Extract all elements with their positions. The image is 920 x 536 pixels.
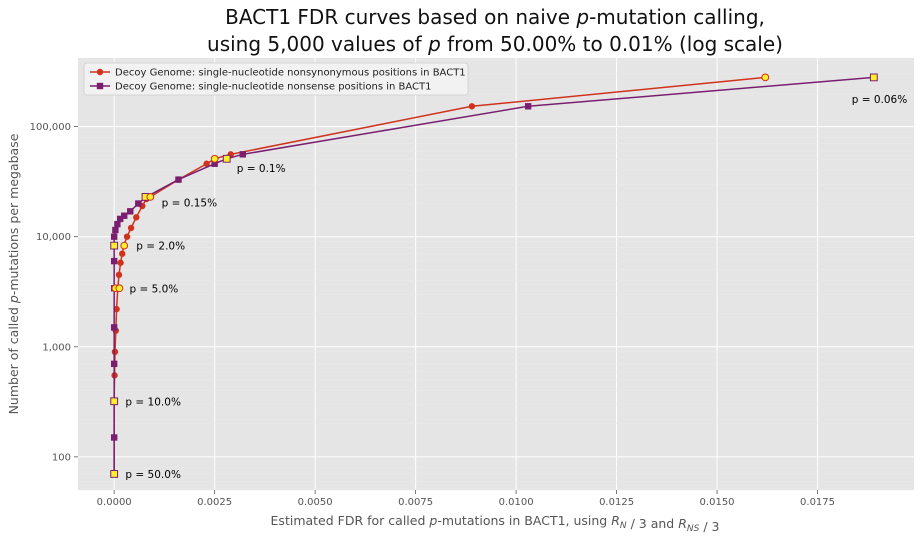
y-tick-label: 1,000	[42, 342, 71, 353]
series-point-1	[112, 226, 119, 234]
p-annotation: p = 50.0%	[125, 469, 181, 481]
series-point-0	[111, 348, 119, 356]
series-point-1	[110, 233, 118, 240]
series-point-1	[110, 324, 118, 331]
p-annotation: p = 0.1%	[237, 163, 286, 175]
series-point-0	[133, 214, 140, 221]
legend-marker	[96, 82, 104, 90]
legend-box	[83, 62, 469, 96]
highlight-layer	[110, 73, 878, 478]
series-point-0	[117, 259, 124, 266]
highlight-point	[110, 241, 119, 250]
highlight-point	[210, 154, 219, 163]
series-point-1	[239, 151, 246, 158]
annotation-layer: p = 50.0% p = 10.0% p = 5.0% p = 2.0% p = 0.…	[125, 94, 907, 481]
series-point-0	[115, 271, 123, 279]
legend: Decoy Genome: single-nucleotide nonsynon…	[83, 62, 469, 96]
y-tick-label: 10,000	[36, 232, 71, 243]
series-point-1	[110, 360, 118, 368]
series-point-0	[127, 224, 135, 232]
chart-title-line2: using 5,000 values of p from 50.00% to 0…	[207, 32, 783, 56]
series-point-1	[117, 215, 124, 223]
series-point-1	[135, 200, 142, 207]
series-point-1	[524, 103, 532, 110]
x-tick-label: 0.0175	[800, 497, 835, 508]
highlight-point	[120, 241, 129, 250]
highlight-point	[761, 73, 770, 82]
highlight-point	[110, 397, 119, 406]
series-point-1	[127, 208, 134, 215]
y-tick-label: 100,000	[30, 122, 71, 133]
p-annotation: p = 2.0%	[136, 241, 185, 253]
grid-lines	[78, 58, 914, 491]
series-point-1	[110, 434, 118, 441]
highlight-point	[146, 192, 155, 201]
plot-area	[78, 58, 914, 490]
series-point-1	[110, 257, 118, 265]
highlight-point	[115, 284, 124, 293]
chart-title-line1: BACT1 FDR curves based on naive p-mutati…	[225, 5, 765, 29]
series-point-0	[119, 250, 126, 257]
series-point-0	[203, 160, 210, 167]
x-tick-label: 0.0025	[197, 497, 232, 508]
highlight-point	[222, 154, 231, 163]
series-point-0	[113, 305, 120, 313]
p-annotation: p = 0.06%	[852, 94, 908, 106]
legend-label: Decoy Genome: single-nucleotide nonsense…	[115, 82, 431, 93]
x-tick-label: 0.0100	[499, 497, 534, 508]
x-tick-label: 0.0000	[97, 497, 132, 508]
series-point-0	[123, 233, 131, 240]
highlight-point	[110, 470, 119, 478]
y-tick-labels: 100 1,000 10,000 100,000	[30, 122, 78, 463]
x-axis-label: Estimated FDR for called p-mutations in …	[271, 513, 720, 534]
series-point-0	[468, 103, 476, 110]
x-tick-label: 0.0050	[298, 497, 333, 508]
p-annotation: p = 10.0%	[125, 396, 181, 408]
legend-marker	[96, 68, 104, 76]
series-point-1	[121, 212, 128, 219]
p-annotation: p = 5.0%	[129, 283, 178, 295]
series-point-1	[114, 220, 121, 228]
x-tick-labels: 0.0000 0.0025 0.0050 0.0075 0.0100 0.0125 0.01…	[97, 490, 835, 508]
legend-label: Decoy Genome: single-nucleotide nonsynon…	[115, 68, 466, 79]
y-axis-label: Number of called p-mutations per megabas…	[6, 133, 21, 414]
x-tick-label: 0.0150	[700, 497, 735, 508]
highlight-point	[869, 73, 878, 82]
series-point-1	[211, 160, 218, 167]
x-tick-label: 0.0075	[398, 497, 433, 508]
y-tick-label: 100	[52, 452, 71, 463]
p-annotation: p = 0.15%	[162, 197, 218, 209]
x-tick-label: 0.0125	[599, 497, 634, 508]
series-point-1	[175, 176, 182, 183]
